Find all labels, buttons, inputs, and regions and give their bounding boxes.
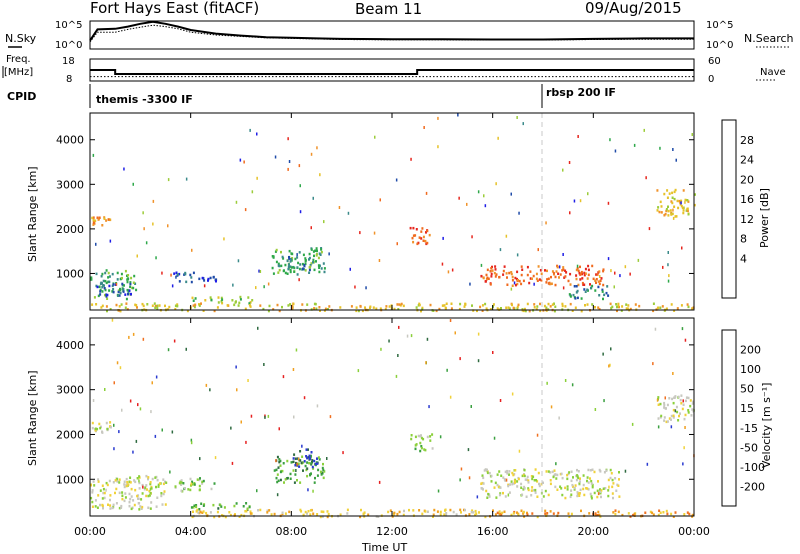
- colorbar-tick-label: 100: [740, 363, 761, 376]
- colorbar-tick-label: 12: [740, 213, 754, 226]
- freq-right-tick-bottom: 0: [708, 74, 714, 85]
- freq-left-tick-top: 18: [62, 56, 75, 67]
- y-tick-label: 3000: [56, 384, 84, 397]
- freq-left-tick-bottom: 8: [66, 74, 72, 85]
- echo-region: [494, 509, 694, 519]
- colorbar-tick-label: -50: [740, 441, 758, 454]
- x-tick-label: 16:00: [477, 525, 509, 538]
- echo-region: [91, 216, 112, 227]
- echo-region: [410, 433, 434, 453]
- colorbar-tick-label: 16: [740, 193, 754, 206]
- time-axis-label: Time UT: [361, 541, 407, 554]
- echo-region: [90, 474, 168, 511]
- beam-label: Beam 11: [355, 0, 422, 18]
- velocity-panel: 1000 2000 3000 4000 Slant Range [km] 200 100…: [26, 113, 773, 554]
- noise-right-tick-bottom: 10^0: [706, 40, 733, 51]
- colorbar-tick-label: 24: [740, 154, 754, 167]
- nsearch-series-line: [89, 24, 694, 43]
- cpid-label: CPID: [7, 90, 36, 103]
- echo-region: [91, 421, 112, 434]
- power-ylabel: Slant Range [km]: [26, 166, 39, 262]
- station-title: Fort Hays East (fitACF): [90, 0, 259, 17]
- frequency-panel: 18 8 60 0: [62, 56, 721, 85]
- cpid-strip: themis -3300 IF rbsp 200 IF: [89, 84, 616, 108]
- x-tick-label: 00:00: [74, 525, 106, 538]
- y-tick-label: 4000: [56, 339, 84, 352]
- nsky-label: N.Sky: [5, 32, 37, 45]
- power-panel: 1000 2000 3000 4000 Slant Range [km] 28 24 20…: [26, 112, 771, 313]
- colorbar-tick-label: 50: [740, 383, 754, 396]
- echo-region: [409, 226, 431, 246]
- echo-region: [90, 269, 138, 301]
- colorbar-tick-label: 28: [740, 134, 754, 147]
- colorbar-tick-label: 200: [740, 344, 761, 357]
- cpid-segment-themis: themis -3300 IF: [96, 93, 193, 106]
- noise-right-tick-top: 10^5: [706, 20, 733, 31]
- echo-region: [480, 468, 621, 500]
- cpid-segment-rbsp: rbsp 200 IF: [546, 86, 616, 99]
- colorbar-tick-label: 8: [740, 233, 747, 246]
- colorbar-tick-label: 15: [740, 402, 754, 415]
- y-tick-label: 3000: [56, 178, 84, 191]
- echo-region: [657, 394, 695, 424]
- colorbar-tick-label: 20: [740, 173, 754, 186]
- freq-series-line: [90, 69, 694, 75]
- echo-region: [191, 295, 254, 305]
- x-tick-label: 12:00: [376, 525, 408, 538]
- freq-label: Freq.: [6, 54, 31, 65]
- echo-region: [281, 255, 312, 272]
- nsky-series-line: [89, 20, 694, 42]
- noise-left-tick-bottom: 10^0: [55, 40, 82, 51]
- echo-region: [292, 448, 319, 469]
- y-tick-label: 4000: [56, 134, 84, 147]
- nsearch-label: N.Search: [744, 32, 794, 45]
- y-tick-label: 1000: [56, 267, 84, 280]
- velocity-ylabel: Slant Range [km]: [26, 370, 39, 466]
- x-tick-label: 20:00: [577, 525, 609, 538]
- nave-label: Nave: [760, 67, 786, 78]
- echo-region: [480, 264, 605, 287]
- scatter-points: [92, 113, 693, 291]
- colorbar-tick-label: 4: [740, 252, 747, 265]
- y-tick-label: 2000: [56, 223, 84, 236]
- colorbar-tick-label: -100: [740, 461, 765, 474]
- noise-left-tick-top: 10^5: [55, 20, 82, 31]
- y-tick-label: 1000: [56, 473, 84, 486]
- power-colorbar-label: Power [dB]: [758, 188, 771, 248]
- scatter-points: [90, 318, 695, 499]
- echo-region: [191, 508, 494, 519]
- velocity-colorbar-label: Velocity [m s⁻¹]: [760, 383, 773, 468]
- echo-region: [271, 247, 326, 276]
- colorbar-tick-label: -15: [740, 422, 758, 435]
- echo-region: [91, 302, 695, 313]
- echo-region: [173, 271, 218, 284]
- x-tick-label: 08:00: [275, 525, 307, 538]
- colorbar-tick-label: -200: [740, 480, 765, 493]
- echo-region: [568, 284, 610, 301]
- y-tick-label: 2000: [56, 428, 84, 441]
- echo-region: [174, 477, 216, 493]
- date-label: 09/Aug/2015: [585, 0, 682, 17]
- echo-region: [190, 502, 251, 511]
- noise-panel: 10^5 10^0 10^5 10^0: [55, 20, 733, 51]
- echo-region: [656, 188, 696, 218]
- x-tick-label: 04:00: [175, 525, 207, 538]
- freq-right-tick-top: 60: [708, 56, 721, 67]
- freq-unit-label: [MHz]: [4, 67, 33, 78]
- x-tick-label: 00:00: [678, 525, 710, 538]
